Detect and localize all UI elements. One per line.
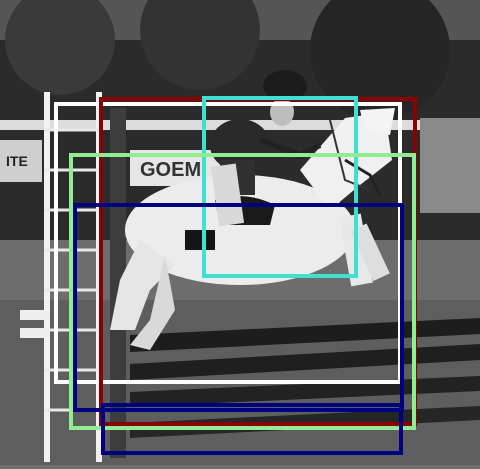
tree-foliage-center bbox=[140, 0, 260, 90]
left-sign-text: ITE bbox=[6, 153, 28, 169]
jump-standard-post-right bbox=[96, 92, 102, 462]
jump-standard-post-left bbox=[44, 92, 50, 462]
dark-wing-post bbox=[110, 108, 126, 458]
left-sign bbox=[0, 140, 42, 182]
banner-text: GOEM bbox=[140, 159, 201, 181]
tree-foliage-right bbox=[310, 0, 450, 120]
horse bbox=[110, 108, 395, 350]
tree-foliage-left bbox=[5, 0, 115, 95]
right-hoarding bbox=[420, 118, 480, 213]
